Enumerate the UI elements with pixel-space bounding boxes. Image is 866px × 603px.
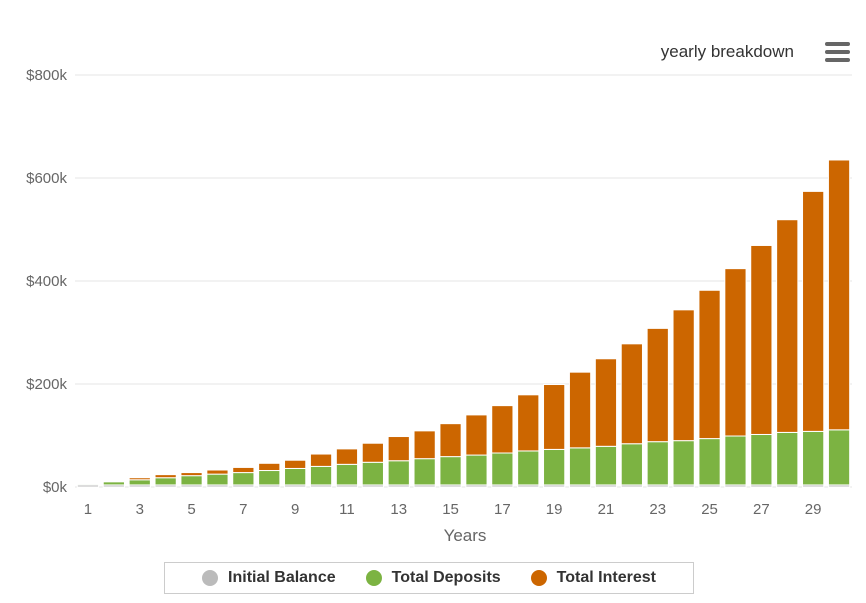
bar-total-deposits[interactable] (361, 461, 384, 486)
x-tick-label: 5 (187, 501, 195, 518)
bar-total-deposits[interactable] (232, 472, 255, 486)
bar-total-deposits[interactable] (776, 431, 799, 486)
bar-total-deposits[interactable] (465, 454, 488, 486)
bar-total-interest[interactable] (128, 477, 151, 481)
x-tick-label: 19 (546, 501, 563, 518)
legend-label: Total Deposits (391, 569, 501, 586)
legend: Initial Balance Total Deposits Total Int… (164, 562, 694, 594)
bar-total-deposits[interactable] (76, 483, 100, 486)
bar-total-interest[interactable] (724, 268, 747, 437)
bar-total-deposits[interactable] (827, 429, 851, 486)
bar-total-interest[interactable] (776, 219, 799, 433)
bar-total-interest[interactable] (491, 405, 514, 454)
legend-item-initial-balance[interactable]: Initial Balance (202, 569, 336, 587)
bar-total-deposits[interactable] (128, 479, 151, 486)
x-tick-label: 27 (753, 501, 770, 518)
x-tick-label: 15 (442, 501, 459, 518)
bar-total-deposits[interactable] (698, 438, 721, 486)
bar-total-interest[interactable] (750, 244, 773, 435)
x-axis-title: Years (444, 526, 487, 545)
x-tick-label: 17 (494, 501, 511, 518)
bar-total-deposits[interactable] (491, 452, 514, 486)
x-tick-label: 3 (136, 501, 144, 518)
bar-total-interest[interactable] (387, 436, 410, 462)
x-tick-label: 7 (239, 501, 247, 518)
bar-total-interest[interactable] (827, 159, 851, 431)
bar-total-deposits[interactable] (335, 463, 359, 486)
legend-label: Total Interest (556, 569, 656, 586)
legend-label: Initial Balance (228, 569, 336, 586)
legend-marker-total-interest (530, 570, 547, 586)
bar-total-deposits[interactable] (672, 440, 695, 486)
bars (76, 159, 851, 488)
bar-total-interest[interactable] (646, 327, 669, 443)
bar-total-deposits[interactable] (802, 430, 825, 486)
bar-total-interest[interactable] (698, 289, 721, 440)
legend-marker-initial-balance (202, 570, 219, 586)
chart-title: yearly breakdown (661, 42, 794, 61)
bar-total-interest[interactable] (258, 462, 281, 472)
bar-total-deposits[interactable] (439, 456, 462, 486)
x-tick-label: 23 (649, 501, 666, 518)
bar-total-deposits[interactable] (724, 435, 747, 486)
x-tick-label: 9 (291, 501, 299, 518)
bar-total-interest[interactable] (206, 469, 229, 475)
bar-total-deposits[interactable] (180, 475, 203, 486)
bar-total-interest[interactable] (543, 384, 566, 450)
bar-total-interest[interactable] (620, 343, 643, 445)
y-tick-label: $600k (26, 170, 67, 187)
x-axis: 1 3 5 7 9 11 13 15 17 19 21 23 25 27 29 (84, 501, 822, 518)
chart-menu-button[interactable] (825, 42, 850, 62)
y-axis: $0k $200k $400k $600k $800k (26, 67, 67, 496)
legend-item-total-deposits[interactable]: Total Deposits (365, 569, 501, 587)
bar-total-interest[interactable] (802, 190, 825, 432)
bar-total-deposits[interactable] (154, 477, 177, 486)
gridlines (75, 74, 852, 488)
bar-total-deposits[interactable] (543, 448, 566, 486)
bar-total-interest[interactable] (568, 371, 592, 449)
x-tick-label: 21 (598, 501, 615, 518)
bar-total-interest[interactable] (594, 358, 618, 447)
x-tick-label: 29 (805, 501, 822, 518)
x-tick-label: 11 (339, 501, 355, 518)
bar-total-interest[interactable] (309, 453, 333, 467)
bar-total-interest[interactable] (413, 430, 436, 460)
bar-total-interest[interactable] (439, 423, 462, 458)
bar-total-deposits[interactable] (387, 460, 410, 486)
bar-total-interest[interactable] (465, 414, 488, 456)
bar-total-interest[interactable] (284, 459, 307, 469)
bar-total-deposits[interactable] (568, 447, 592, 486)
bar-total-deposits[interactable] (309, 465, 333, 486)
bar-total-interest[interactable] (154, 474, 177, 479)
x-tick-label: 1 (84, 501, 92, 518)
bar-total-interest[interactable] (335, 448, 359, 465)
bar-total-deposits[interactable] (620, 443, 643, 486)
bar-total-deposits[interactable] (413, 458, 436, 486)
y-tick-label: $400k (26, 273, 67, 290)
bar-total-deposits[interactable] (594, 445, 618, 486)
x-tick-label: 25 (701, 501, 718, 518)
bar-total-interest[interactable] (232, 466, 255, 474)
bar-total-deposits[interactable] (284, 467, 307, 486)
bar-total-deposits[interactable] (102, 481, 125, 486)
bar-total-interest[interactable] (672, 309, 695, 442)
bar-total-deposits[interactable] (206, 473, 229, 486)
y-tick-label: $800k (26, 67, 67, 84)
legend-item-total-interest[interactable]: Total Interest (530, 569, 656, 587)
hamburger-menu-icon[interactable] (825, 42, 850, 62)
legend-marker-total-deposits (365, 570, 382, 586)
bar-total-deposits[interactable] (517, 450, 540, 486)
bar-total-deposits[interactable] (646, 441, 669, 486)
y-tick-label: $0k (43, 479, 68, 496)
y-tick-label: $200k (26, 376, 67, 393)
bar-total-interest[interactable] (180, 472, 203, 477)
bar-total-interest[interactable] (361, 442, 384, 463)
bar-total-interest[interactable] (517, 394, 540, 452)
bar-total-deposits[interactable] (750, 433, 773, 486)
bar-total-deposits[interactable] (258, 470, 281, 486)
x-tick-label: 13 (390, 501, 407, 518)
